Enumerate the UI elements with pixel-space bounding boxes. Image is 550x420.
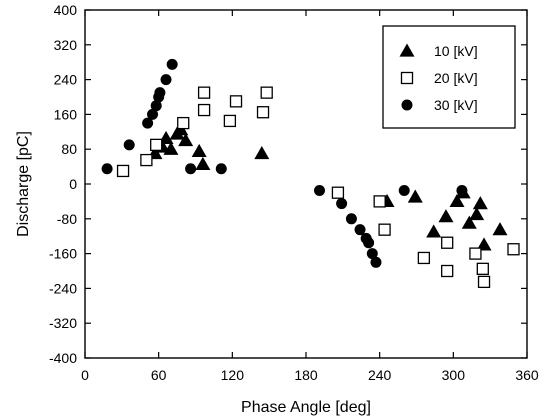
series-10-kv [147,122,508,251]
series-20-kv [116,86,520,289]
x-tick-label: 240 [368,367,392,383]
legend-marker [399,43,415,57]
data-point [441,236,454,249]
data-point [229,95,243,108]
data-point [314,185,326,197]
legend-label: 30 [kV] [434,97,478,113]
data-point [370,256,382,268]
data-point [507,243,520,256]
series-30-kv [101,58,468,268]
data-point [195,156,211,171]
y-axis-title: Discharge [pC] [15,131,32,237]
x-tick-label: 300 [442,367,466,383]
data-point [461,215,477,229]
x-tick-label: 180 [294,367,318,383]
data-point [260,86,273,99]
data-point [469,247,482,260]
data-point [177,116,190,130]
data-point [223,114,237,128]
data-point [426,224,442,238]
data-point [336,198,348,210]
y-tick-label: -240 [49,280,77,296]
data-point [191,143,207,157]
data-point [492,222,508,236]
data-point [163,141,179,155]
data-point [449,193,465,208]
data-points [101,58,520,289]
y-tick-label: -320 [49,315,77,331]
y-tick-label: -80 [57,211,77,227]
y-tick-label: 400 [54,2,78,18]
x-axis-title: Phase Angle [deg] [241,399,371,416]
x-axis: 0 60 120 180 240 300 360 [81,10,539,383]
legend-marker [401,99,413,111]
data-point [366,248,378,260]
legend-label: 10 [kV] [434,43,478,59]
data-point [166,58,178,70]
data-point [160,74,172,86]
y-tick-label: 240 [54,72,78,88]
data-point [407,189,423,203]
y-tick-label: 160 [54,106,78,122]
data-point [140,153,153,167]
data-point [197,86,211,99]
data-point [147,108,159,120]
data-point [476,237,492,251]
data-point [354,224,366,236]
data-point [476,262,489,275]
data-point [363,237,375,249]
legend-marker [400,71,414,85]
data-point [472,196,488,210]
data-point [331,186,345,199]
data-point [185,163,197,175]
data-point [142,117,154,129]
data-point [178,133,194,147]
data-point [398,185,410,197]
data-point [101,163,113,175]
data-point [345,213,357,225]
data-point [256,106,270,119]
data-point [123,139,135,151]
data-point [378,223,391,236]
x-tick-label: 120 [221,367,245,383]
y-axis: 400 320 240 160 80 0 -80 -160 -240 -320 -400 [49,2,527,366]
data-point [456,185,468,197]
data-point [197,103,211,117]
data-point [150,100,162,112]
legend-label: 20 [kV] [434,70,478,86]
data-point [469,206,485,221]
data-point [116,164,130,178]
data-point [441,264,454,278]
y-tick-label: 0 [69,176,77,192]
data-point [150,138,163,152]
data-point [477,275,491,289]
x-tick-label: 60 [151,367,167,383]
data-point [417,251,431,265]
y-tick-label: 80 [61,141,77,157]
data-point [215,163,227,175]
data-point [154,87,166,99]
data-point [254,146,270,160]
x-tick-label: 0 [81,367,89,383]
y-tick-label: -160 [49,246,77,262]
x-tick-label: 360 [515,367,539,383]
data-point [438,209,454,223]
y-tick-label: -400 [49,350,77,366]
legend: 10 [kV] 20 [kV] 30 [kV] [382,25,516,129]
y-tick-label: 320 [54,37,78,53]
data-point [373,195,386,208]
